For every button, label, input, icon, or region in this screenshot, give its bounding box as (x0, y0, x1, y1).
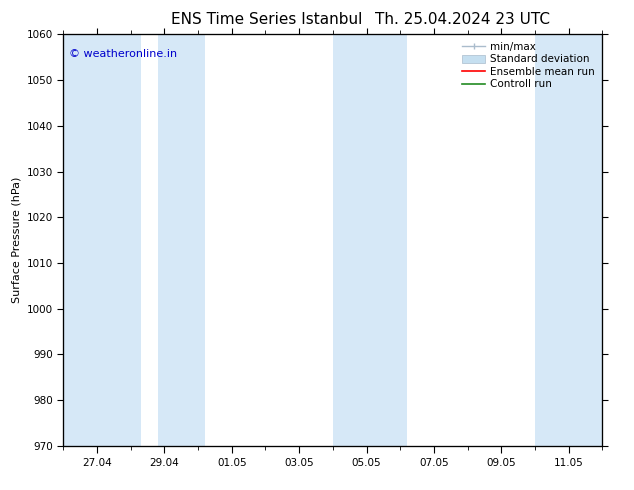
Text: Th. 25.04.2024 23 UTC: Th. 25.04.2024 23 UTC (375, 12, 550, 27)
Legend: min/max, Standard deviation, Ensemble mean run, Controll run: min/max, Standard deviation, Ensemble me… (460, 40, 597, 92)
Text: © weatheronline.in: © weatheronline.in (68, 49, 177, 59)
Text: ENS Time Series Istanbul: ENS Time Series Istanbul (171, 12, 362, 27)
Y-axis label: Surface Pressure (hPa): Surface Pressure (hPa) (11, 177, 21, 303)
Bar (63, 34, 141, 446)
Bar (535, 34, 602, 446)
Bar (333, 34, 407, 446)
Bar (158, 34, 205, 446)
